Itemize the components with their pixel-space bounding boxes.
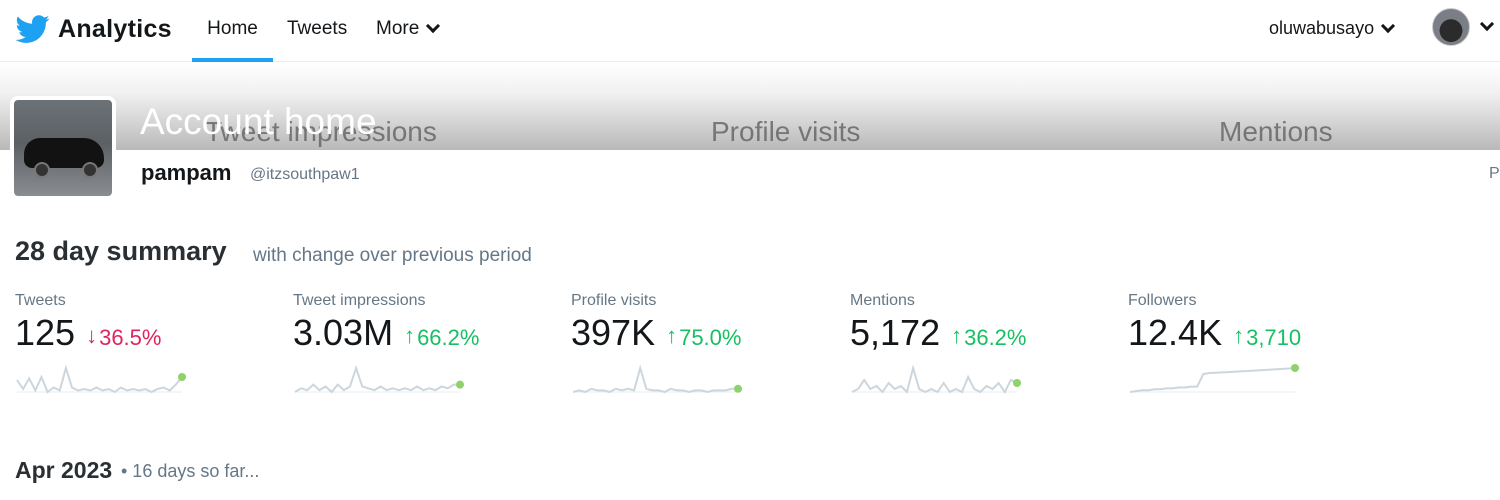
top-nav: Analytics Home Tweets More oluwabusayo bbox=[0, 0, 1500, 62]
user-menu[interactable]: oluwabusayo bbox=[1269, 18, 1396, 39]
car-wheel bbox=[82, 162, 98, 178]
metric-value: 12.4K bbox=[1128, 312, 1223, 353]
metric-label: Followers bbox=[1128, 292, 1197, 309]
avatar bbox=[1432, 8, 1470, 46]
arrow-down-icon: ↓ bbox=[86, 323, 98, 348]
sparkline-chart bbox=[1129, 364, 1299, 393]
sparkline-chart bbox=[294, 364, 464, 394]
username-label: oluwabusayo bbox=[1269, 18, 1375, 38]
sparkline-end-point bbox=[456, 380, 464, 389]
arrow-up-icon: ↑ bbox=[1233, 323, 1245, 348]
sparkline-line bbox=[572, 364, 738, 394]
profile-handle: @itzsouthpaw1 bbox=[250, 166, 360, 183]
metric-label: Tweets bbox=[15, 292, 66, 309]
metric-change: 66.2% bbox=[417, 325, 480, 350]
nav-tweets-tab[interactable]: Tweets bbox=[287, 18, 348, 39]
metric-tweet-impressions: Tweet impressions 3.03M ↑ 66.2% bbox=[293, 292, 543, 412]
nav-home-tab[interactable]: Home bbox=[192, 18, 273, 62]
metric-label: Profile visits bbox=[571, 292, 657, 309]
metric-label: Mentions bbox=[850, 292, 915, 309]
metric-value: 3.03M bbox=[293, 312, 394, 353]
metric-row: 5,172 ↑ 36.2% bbox=[850, 312, 1100, 354]
chevron-down-icon bbox=[426, 18, 441, 34]
account-menu[interactable] bbox=[1432, 8, 1495, 46]
metric-change: 3,710 bbox=[1246, 325, 1302, 350]
metric-value: 125 bbox=[15, 312, 76, 353]
metric-profile-visits: Profile visits 397K ↑ 75.0% bbox=[571, 292, 821, 412]
sparkline-chart bbox=[572, 364, 742, 394]
metric-followers: Followers 12.4K ↑ 3,710 bbox=[1128, 292, 1378, 412]
metric-tweets: Tweets 125 ↓ 36.5% bbox=[15, 292, 265, 412]
metric-change: 36.5% bbox=[99, 325, 162, 350]
page-title: Account home bbox=[140, 101, 377, 142]
chevron-down-icon bbox=[1479, 16, 1495, 32]
twitter-bird-icon bbox=[16, 15, 50, 43]
sparkline-end-point bbox=[1291, 364, 1299, 372]
sparkline-chart bbox=[16, 364, 186, 394]
banner-faded-profile-visits: Profile visits bbox=[711, 116, 861, 147]
clipped-text: P bbox=[1489, 165, 1500, 182]
analytics-home-link[interactable]: Analytics bbox=[16, 12, 172, 46]
metric-value: 397K bbox=[571, 312, 656, 353]
metric-value: 5,172 bbox=[850, 312, 941, 353]
sparkline-line bbox=[294, 364, 460, 394]
sparkline-line bbox=[1129, 367, 1296, 393]
arrow-up-icon: ↑ bbox=[951, 323, 963, 348]
metric-row: 3.03M ↑ 66.2% bbox=[293, 312, 543, 354]
metric-mentions: Mentions 5,172 ↑ 36.2% bbox=[850, 292, 1100, 412]
month-title: Apr 2023 bbox=[15, 457, 113, 483]
metric-row: 397K ↑ 75.0% bbox=[571, 312, 821, 354]
nav-more-label: More bbox=[376, 18, 420, 39]
metric-change: 36.2% bbox=[964, 325, 1027, 350]
metric-row: 12.4K ↑ 3,710 bbox=[1128, 312, 1378, 354]
arrow-up-icon: ↑ bbox=[404, 323, 416, 348]
banner-faded-impressions: Tweet impressions bbox=[205, 116, 437, 147]
metric-label: Tweet impressions bbox=[293, 292, 426, 309]
sparkline-chart bbox=[851, 364, 1021, 394]
car-wheel bbox=[34, 162, 50, 178]
nav-more-menu[interactable]: More bbox=[376, 18, 441, 40]
account-header-banner: Tweet impressions Profile visits Mention… bbox=[0, 62, 1500, 150]
arrow-up-icon: ↑ bbox=[666, 323, 678, 348]
brand-label: Analytics bbox=[58, 14, 172, 43]
metric-row: 125 ↓ 36.5% bbox=[15, 312, 265, 354]
summary-subtitle: with change over previous period bbox=[253, 245, 532, 266]
sparkline-line bbox=[851, 364, 1018, 394]
banner-faded-mentions: Mentions bbox=[1219, 116, 1333, 147]
metric-change: 75.0% bbox=[679, 325, 742, 350]
profile-photo[interactable] bbox=[10, 96, 116, 200]
sparkline-end-point bbox=[734, 384, 742, 393]
month-subtitle: • 16 days so far... bbox=[121, 461, 260, 481]
sparkline-end-point bbox=[178, 373, 186, 381]
chevron-down-icon bbox=[1381, 18, 1396, 33]
sparkline-line bbox=[16, 364, 183, 394]
sparkline-end-point bbox=[1013, 379, 1021, 387]
profile-name[interactable]: pampam bbox=[141, 160, 232, 185]
summary-title: 28 day summary bbox=[15, 236, 227, 266]
